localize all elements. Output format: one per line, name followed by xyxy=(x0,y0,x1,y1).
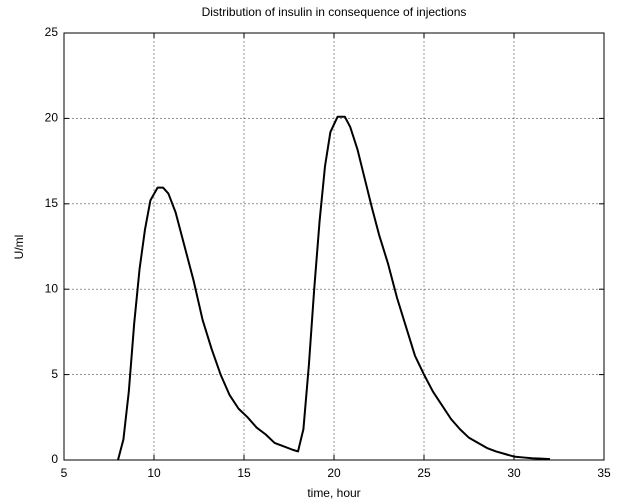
x-tick-label: 25 xyxy=(417,466,431,480)
y-tick-label: 20 xyxy=(45,111,59,125)
y-tick-label: 10 xyxy=(45,281,59,295)
x-tick-label: 5 xyxy=(61,466,68,480)
y-tick-label: 25 xyxy=(45,25,59,39)
y-tick-label: 0 xyxy=(51,452,58,466)
y-axis-label: U/ml xyxy=(12,235,26,260)
x-tick-label: 35 xyxy=(597,466,611,480)
x-tick-label: 15 xyxy=(237,466,251,480)
plot-frame xyxy=(63,32,605,461)
y-tick-label: 5 xyxy=(51,367,58,381)
data-line xyxy=(117,115,551,461)
x-tick-label: 20 xyxy=(327,466,341,480)
x-tick-label: 10 xyxy=(147,466,161,480)
x-tick-label: 30 xyxy=(507,466,521,480)
y-tick-label: 15 xyxy=(45,196,59,210)
x-axis-label: time, hour xyxy=(307,486,360,500)
chart-title: Distribution of insulin in consequence o… xyxy=(202,5,467,19)
